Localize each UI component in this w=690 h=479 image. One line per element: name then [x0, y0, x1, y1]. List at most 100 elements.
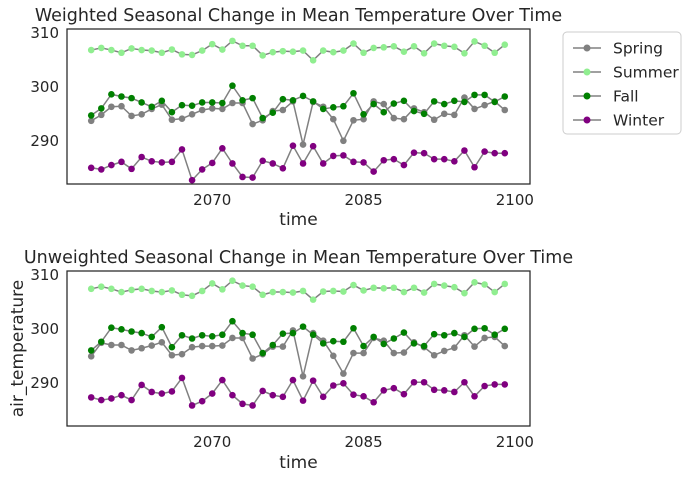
data-point-fall	[168, 343, 176, 351]
data-point-fall	[350, 89, 357, 97]
data-point-fall	[269, 341, 277, 349]
data-point-winter	[440, 155, 448, 163]
data-point-spring	[481, 334, 488, 342]
data-point-winter	[330, 152, 337, 160]
data-point-summer	[420, 50, 428, 57]
data-point-spring	[138, 344, 145, 352]
data-point-spring	[299, 141, 307, 148]
data-point-summer	[219, 46, 226, 53]
data-point-winter	[319, 160, 327, 167]
data-point-fall	[420, 342, 428, 350]
data-point-fall	[330, 337, 337, 345]
data-point-summer	[319, 47, 327, 54]
data-point-spring	[440, 347, 448, 355]
data-point-summer	[350, 40, 357, 47]
data-point-winter	[158, 390, 166, 397]
data-point-winter	[289, 376, 297, 384]
data-point-winter	[98, 166, 105, 173]
data-point-spring	[340, 137, 347, 145]
data-point-fall	[471, 325, 478, 333]
data-point-winter	[148, 158, 156, 165]
data-point-summer	[239, 42, 246, 50]
y-tick-label: 310	[30, 266, 59, 284]
data-point-winter	[128, 165, 135, 173]
data-point-fall	[440, 100, 448, 108]
data-point-summer	[259, 291, 266, 299]
data-point-fall	[451, 97, 458, 105]
data-point-winter	[229, 160, 236, 167]
x-tick-label: 2070	[193, 191, 231, 209]
data-point-spring	[178, 350, 186, 358]
plot-frame	[66, 270, 531, 427]
data-point-summer	[198, 287, 206, 295]
data-point-spring	[330, 352, 337, 360]
data-point-spring	[440, 110, 448, 118]
data-point-fall	[319, 105, 327, 113]
legend-label-fall: Fall	[613, 88, 639, 106]
data-point-spring	[188, 343, 196, 351]
data-point-spring	[471, 105, 478, 113]
data-point-spring	[198, 106, 206, 114]
legend: Spring Summer Fall Winter	[562, 31, 682, 135]
data-point-winter	[350, 391, 357, 398]
data-point-fall	[420, 110, 428, 118]
data-point-winter	[229, 391, 236, 399]
data-point-winter	[178, 374, 186, 382]
data-point-summer	[178, 291, 186, 299]
data-point-winter	[168, 388, 176, 395]
data-point-summer	[108, 285, 115, 293]
data-point-summer	[400, 48, 408, 55]
data-point-fall	[98, 105, 105, 112]
data-point-summer	[491, 288, 498, 296]
plot-frame	[66, 28, 531, 185]
data-point-spring	[138, 111, 145, 118]
data-point-winter	[410, 149, 418, 156]
data-point-winter	[269, 160, 277, 167]
data-point-fall	[279, 95, 287, 103]
data-point-fall	[259, 114, 266, 122]
data-point-summer	[128, 45, 135, 52]
data-point-spring	[279, 106, 287, 114]
data-point-summer	[198, 47, 206, 54]
data-point-spring	[340, 370, 347, 377]
data-point-fall	[118, 326, 125, 333]
data-point-spring	[198, 342, 206, 350]
data-point-fall	[178, 101, 186, 109]
data-point-summer	[168, 287, 176, 294]
data-point-spring	[219, 105, 226, 113]
data-point-spring	[178, 115, 186, 122]
data-point-fall	[491, 331, 498, 339]
data-point-winter	[451, 158, 458, 165]
data-point-summer	[380, 284, 388, 292]
data-point-spring	[279, 343, 287, 350]
data-point-fall	[138, 99, 145, 106]
data-point-winter	[440, 387, 448, 394]
data-point-fall	[98, 338, 105, 346]
data-point-summer	[158, 288, 166, 296]
data-point-summer	[87, 285, 95, 293]
data-point-winter	[390, 155, 398, 163]
data-point-summer	[451, 283, 458, 291]
data-point-summer	[481, 281, 488, 288]
data-point-winter	[461, 378, 468, 386]
data-point-fall	[430, 98, 438, 105]
data-point-winter	[380, 156, 388, 164]
data-point-summer	[208, 40, 216, 48]
data-point-fall	[350, 324, 357, 332]
data-point-fall	[229, 317, 236, 325]
data-point-winter	[118, 158, 125, 166]
data-point-winter	[108, 161, 115, 169]
data-point-fall	[410, 107, 418, 115]
data-point-winter	[249, 402, 256, 409]
data-point-winter	[98, 396, 105, 404]
data-point-fall	[309, 331, 317, 339]
data-point-spring	[208, 342, 216, 350]
data-point-summer	[148, 47, 156, 54]
data-point-fall	[340, 338, 347, 346]
data-point-winter	[148, 388, 156, 396]
data-point-winter	[420, 149, 428, 157]
data-point-summer	[249, 283, 256, 290]
